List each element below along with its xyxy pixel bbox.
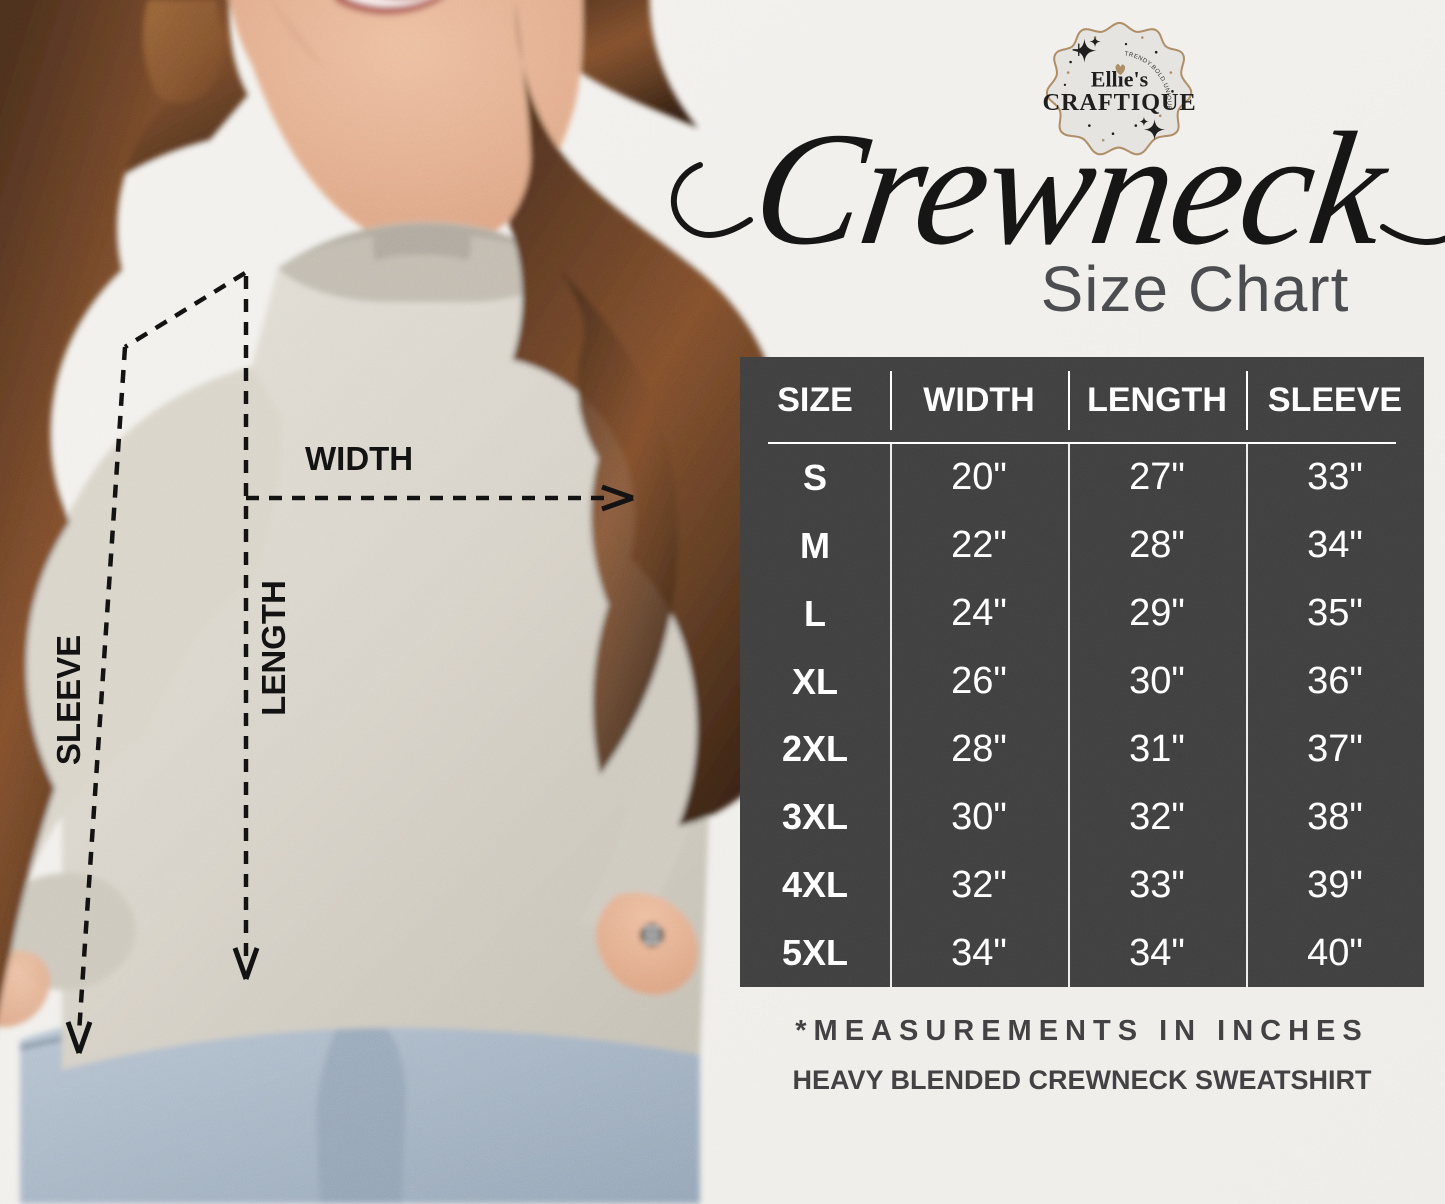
svg-text:WIDTH: WIDTH (305, 440, 413, 477)
svg-text:LENGTH: LENGTH (255, 580, 292, 716)
svg-text:SLEEVE: SLEEVE (50, 635, 87, 765)
svg-text:CRAFTIQUE: CRAFTIQUE (1043, 89, 1197, 116)
